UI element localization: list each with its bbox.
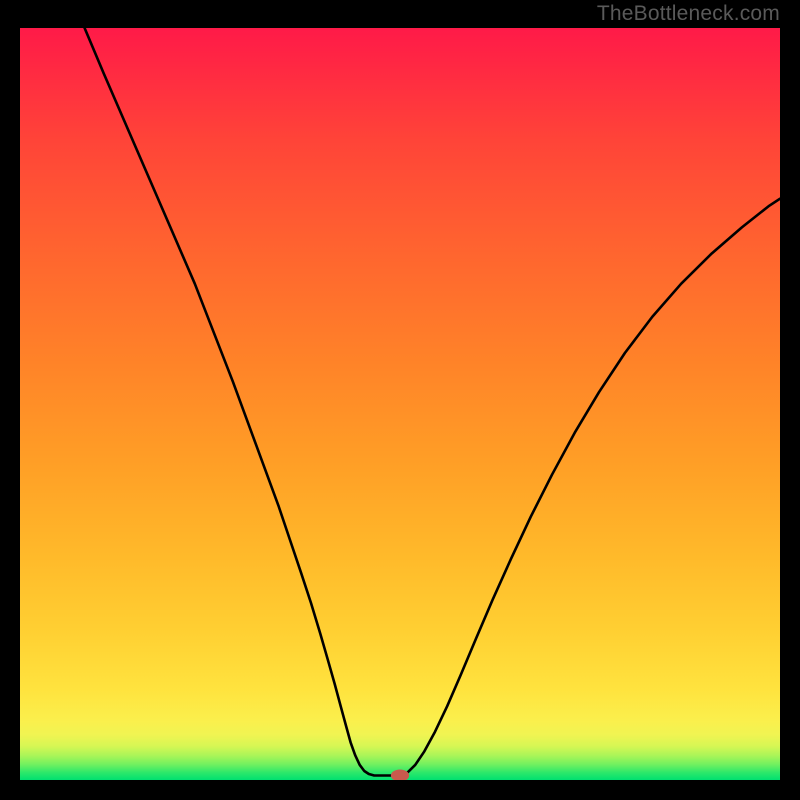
watermark-text: TheBottleneck.com — [597, 2, 780, 26]
plot-svg — [20, 28, 780, 780]
plot-area — [20, 28, 780, 780]
chart-frame: TheBottleneck.com — [0, 0, 800, 800]
